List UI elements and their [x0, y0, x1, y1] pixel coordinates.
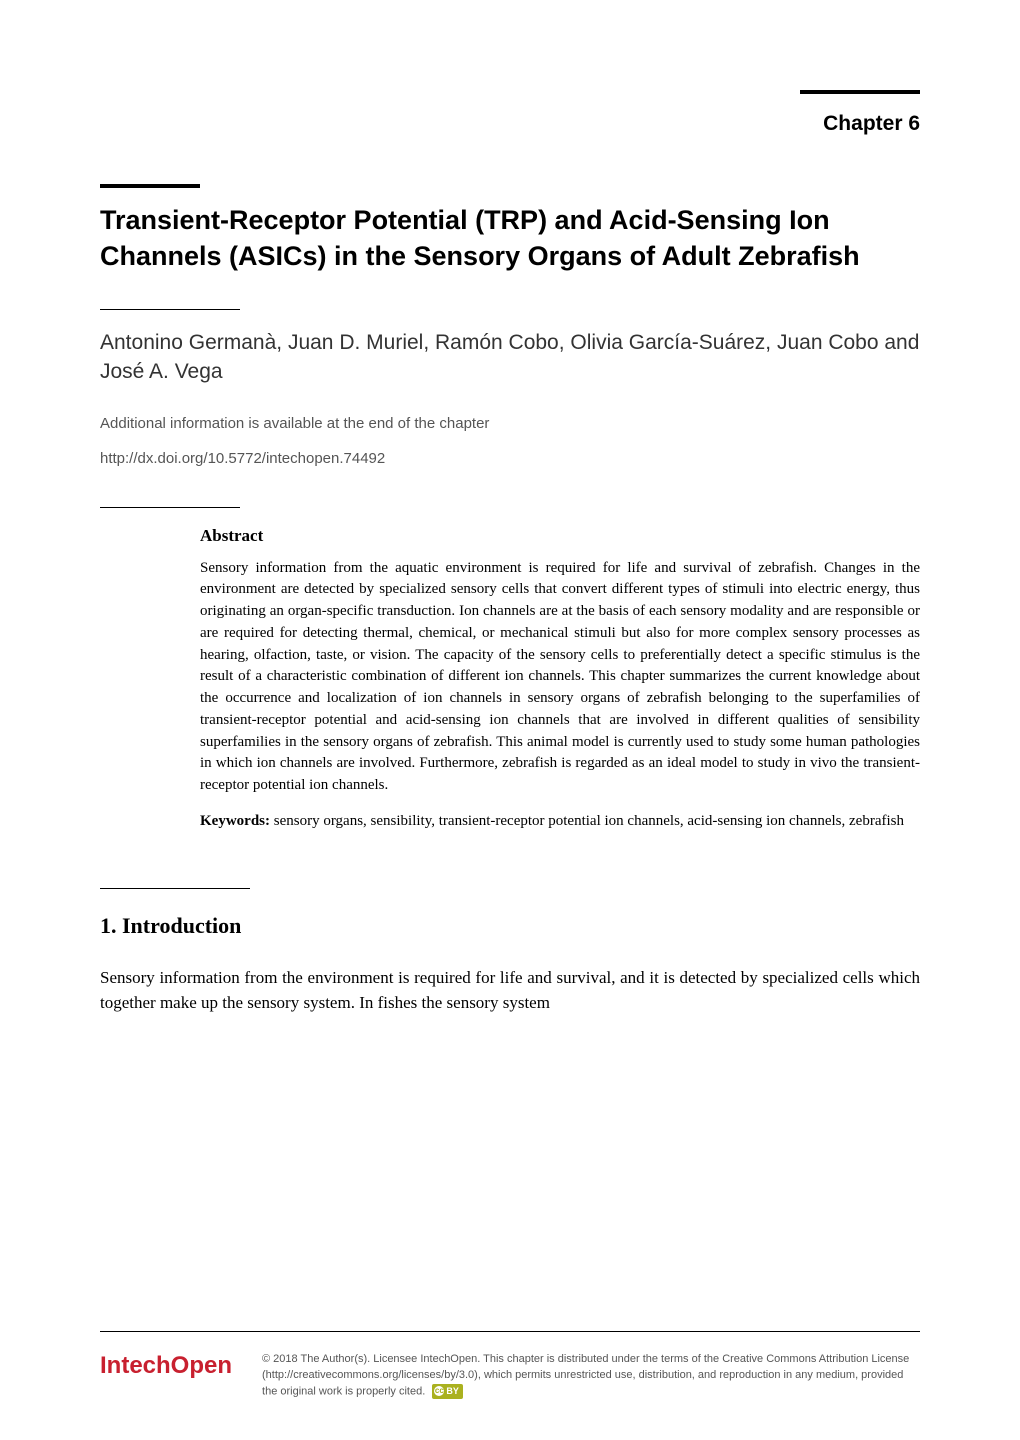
author-list: Antonino Germanà, Juan D. Muriel, Ramón …: [100, 328, 920, 387]
section-heading: 1. Introduction: [100, 913, 920, 939]
license-body: © 2018 The Author(s). Licensee IntechOpe…: [262, 1353, 909, 1397]
abstract-rule: [100, 507, 240, 508]
keywords-line: Keywords: sensory organs, sensibility, t…: [200, 811, 920, 833]
chapter-title: Transient-Receptor Potential (TRP) and A…: [100, 202, 920, 275]
abstract-heading: Abstract: [200, 526, 920, 546]
abstract-body: Sensory information from the aquatic env…: [200, 558, 920, 797]
cc-circle-icon: cc: [434, 1386, 444, 1396]
doi-link[interactable]: http://dx.doi.org/10.5772/intechopen.744…: [100, 450, 920, 467]
additional-info: Additional information is available at t…: [100, 415, 920, 432]
abstract-block: Abstract Sensory information from the aq…: [200, 526, 920, 833]
keywords-text: sensory organs, sensibility, transient-r…: [270, 813, 904, 829]
footer-rule: [100, 1331, 920, 1332]
title-rule: [100, 184, 200, 188]
license-text: © 2018 The Author(s). Licensee IntechOpe…: [262, 1352, 920, 1400]
keywords-label: Keywords:: [200, 813, 270, 829]
author-rule: [100, 309, 240, 310]
section-body: Sensory information from the environment…: [100, 965, 920, 1016]
section-rule: [100, 888, 250, 889]
chapter-number: Chapter 6: [100, 112, 920, 136]
cc-badge-icon: ccBY: [432, 1384, 463, 1399]
publisher-logo: IntechOpen: [100, 1352, 232, 1380]
footer: IntechOpen © 2018 The Author(s). License…: [100, 1331, 920, 1400]
cc-by-text: BY: [446, 1386, 459, 1396]
page: Chapter 6 Transient-Receptor Potential (…: [0, 0, 1020, 1440]
footer-row: IntechOpen © 2018 The Author(s). License…: [100, 1352, 920, 1400]
top-rule: [800, 90, 920, 94]
